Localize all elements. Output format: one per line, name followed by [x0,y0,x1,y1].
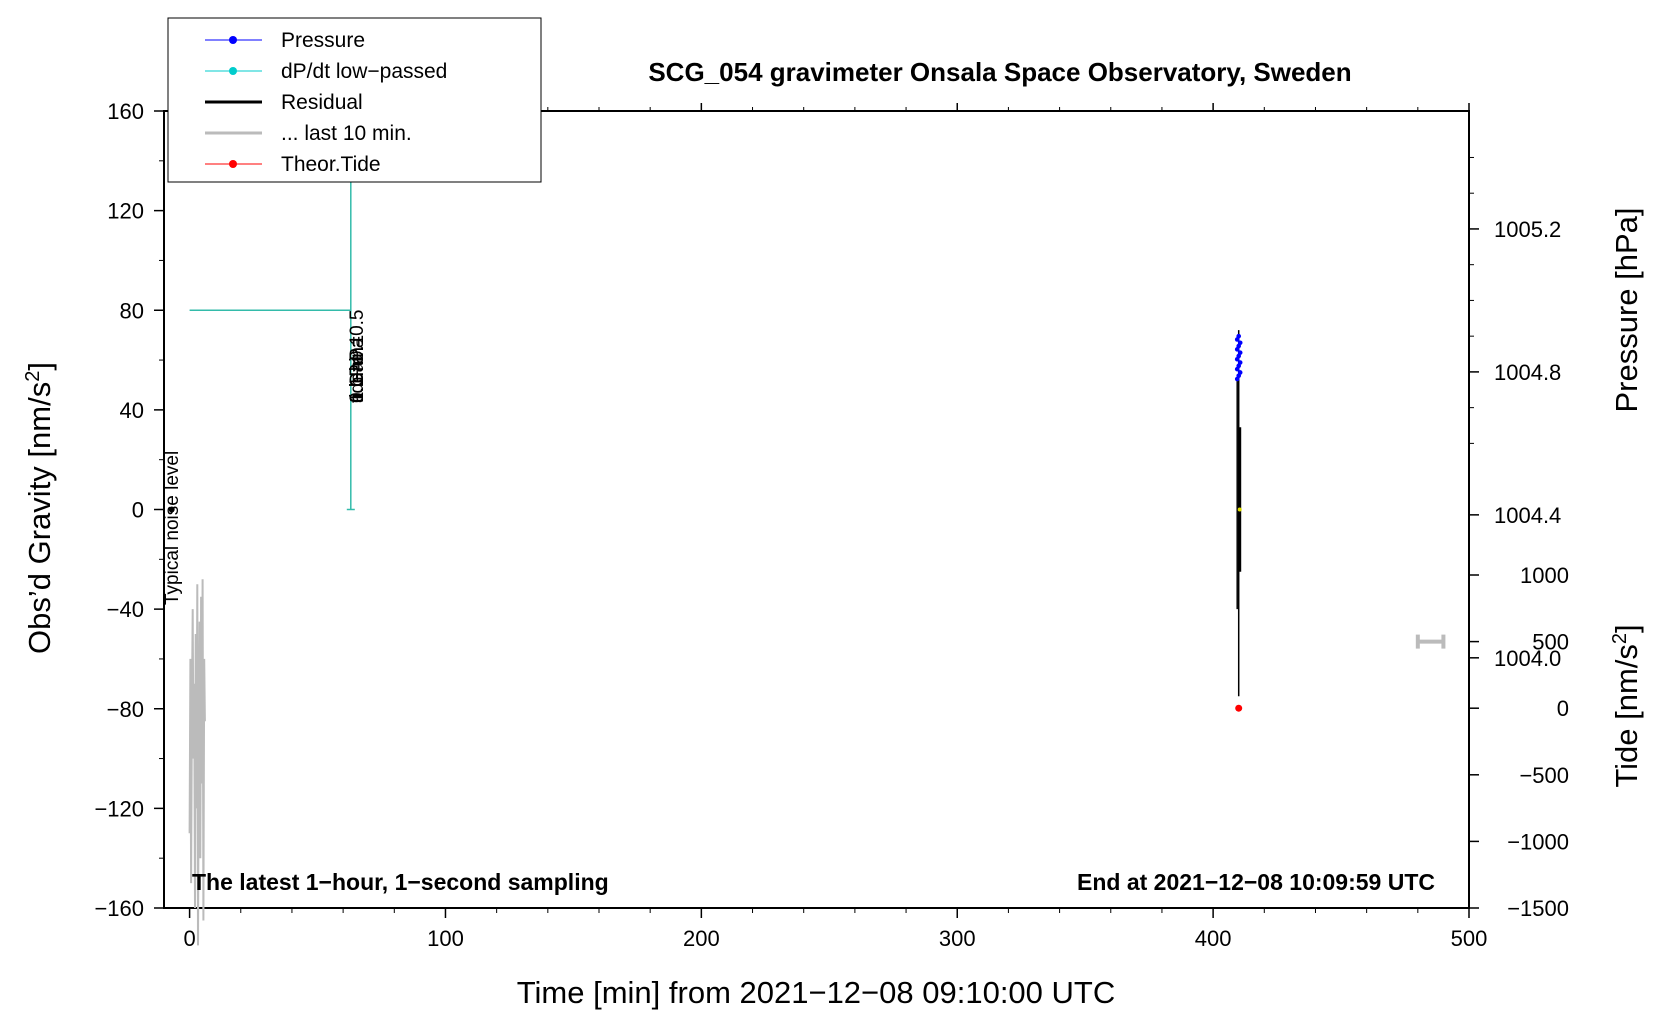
legend-swatch-marker [229,67,237,75]
x-axis-label: Time [min] from 2021−12−08 09:10:00 UTC [517,975,1116,1010]
vertical-label-3: a.Gain=0.5 [347,310,368,404]
y-axis-ticks: −160 −120 −80 −40 0 40 80 120 160 [94,99,164,921]
pressure-point [1237,350,1243,355]
tide-tick-label: 1000 [1520,563,1569,588]
vertical-label-4: tide=0.1 [347,335,368,403]
x-tick-label: 200 [683,926,720,951]
y-tick-label: −40 [107,597,144,622]
x-tick-label: 100 [427,926,464,951]
data-series [168,111,1446,946]
legend-label: dP/dt low−passed [281,60,447,83]
legend: Pressure dP/dt low−passed Residual ... last… [167,17,542,183]
tide-tick-label: 500 [1532,630,1569,655]
y-tick-label: −80 [107,697,144,722]
pressure-point [1237,360,1243,365]
vertical-label-1: 1 hPa [347,353,368,403]
x-tick-label: 0 [183,926,195,951]
y-axis-label-pressure: Pressure [hPa] [1609,207,1644,412]
pressure-point [1237,370,1243,375]
vertical-label-2: 0.1 hPa [347,337,368,403]
legend-label: Residual [281,91,363,114]
tide-axis-ticks: −1500 −1000 −500 0 500 1000 [1469,563,1569,921]
legend-box [167,17,542,183]
noise-level-label: Typical noise level [162,451,183,605]
x-tick-label: 500 [1451,926,1488,951]
tide-tick-label: −1500 [1507,896,1569,921]
x-tick-label: 300 [939,926,976,951]
theor-tide-point [1235,704,1243,712]
legend-items: Pressure dP/dt low−passed Residual ... last… [205,29,447,176]
y-tick-label: 120 [107,199,144,224]
y-tick-label: 160 [107,99,144,124]
tide-tick-label: 0 [1557,696,1569,721]
pressure-tick-label: 1004.4 [1494,503,1561,528]
legend-swatch-marker [229,160,237,168]
y-tick-label: −160 [94,896,144,921]
x-tick-label: 400 [1195,926,1232,951]
annotation-right-bottom: End at 2021−12−08 10:09:59 UTC [1077,869,1435,895]
pressure-point [1236,333,1242,339]
legend-label: ... last 10 min. [281,122,412,145]
residual-center-dot [1237,507,1242,512]
tide-tick-label: −1000 [1507,829,1569,854]
y-tick-label: 80 [120,298,144,323]
pressure-tick-label: 1005.2 [1494,217,1561,242]
legend-swatch-marker [229,36,237,44]
legend-label: Theor.Tide [281,153,381,176]
pressure-tick-label: 1004.8 [1494,360,1561,385]
noise-level-dot [168,506,175,513]
pressure-tick-label: 1004.0 [1494,646,1561,671]
pressure-axis-ticks: 1004.0 1004.4 1004.8 1005.2 [1469,156,1561,671]
last-10-min-trace [188,579,206,946]
x-axis-ticks: 0 100 200 300 400 500 [183,103,1487,951]
y-axis-label-left: Obs’d Gravity [nm/s2] [22,362,57,654]
tide-tick-label: −500 [1519,763,1569,788]
y-tick-label: 40 [120,398,144,423]
legend-label: Pressure [281,29,365,52]
plot-frame [163,110,1470,909]
chart-title: SCG_054 gravimeter Onsala Space Observat… [648,57,1351,87]
y-axis-label-tide: Tide [nm/s2] [1609,624,1644,787]
y-tick-label: 0 [132,498,144,523]
annotation-left-bottom: The latest 1−hour, 1−second sampling [192,869,609,895]
y-tick-label: −120 [94,796,144,821]
pressure-point [1237,340,1243,346]
